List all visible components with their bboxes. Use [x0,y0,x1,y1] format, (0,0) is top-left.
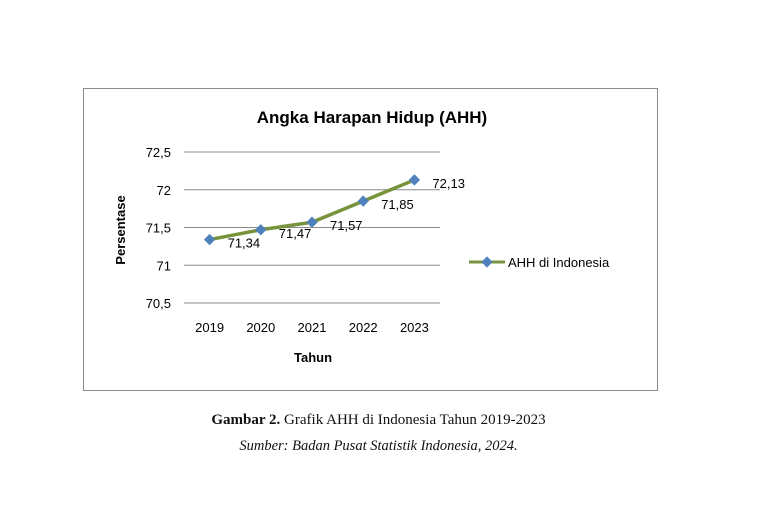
x-tick-labels: 2019 2020 2021 2022 2023 [195,320,429,335]
x-tick-label: 2023 [400,320,429,335]
data-label: 71,47 [279,226,312,241]
x-tick-label: 2021 [298,320,327,335]
data-point [255,224,267,236]
y-tick-label: 71,5 [146,221,171,236]
x-axis-title: Tahun [294,350,332,365]
y-tick-label: 71 [157,258,171,273]
chart-frame: Angka Harapan Hidup (AHH) Persentase Tah… [83,88,658,391]
legend: AHH di Indonesia [469,255,610,270]
y-tick-label: 72 [157,183,171,198]
x-tick-label: 2019 [195,320,224,335]
y-axis-title: Persentase [113,195,128,264]
y-tick-labels: 70,5 71 71,5 72 72,5 [146,145,171,311]
data-point [357,195,369,207]
data-label: 71,85 [381,197,414,212]
data-label: 72,13 [432,176,465,191]
x-tick-label: 2022 [349,320,378,335]
caption-label: Gambar 2. [211,412,281,428]
x-tick-label: 2020 [246,320,275,335]
chart-title: Angka Harapan Hidup (AHH) [257,108,487,127]
line-chart: Angka Harapan Hidup (AHH) Persentase Tah… [113,108,610,365]
legend-marker [481,256,493,268]
figure-source: Sumber: Badan Pusat Statistik Indonesia,… [239,438,518,454]
caption-text: Grafik AHH di Indonesia Tahun 2019-2023 [280,412,546,428]
data-labels: 71,34 71,47 71,57 71,85 72,13 [228,176,465,251]
data-point [306,216,318,228]
y-tick-label: 72,5 [146,145,171,160]
legend-label: AHH di Indonesia [508,255,610,270]
data-label: 71,34 [228,236,261,251]
data-label: 71,57 [330,218,363,233]
figure-caption: Gambar 2. Grafik AHH di Indonesia Tahun … [0,412,757,429]
data-point [408,174,421,186]
data-point [203,233,216,246]
y-tick-label: 70,5 [146,296,171,311]
